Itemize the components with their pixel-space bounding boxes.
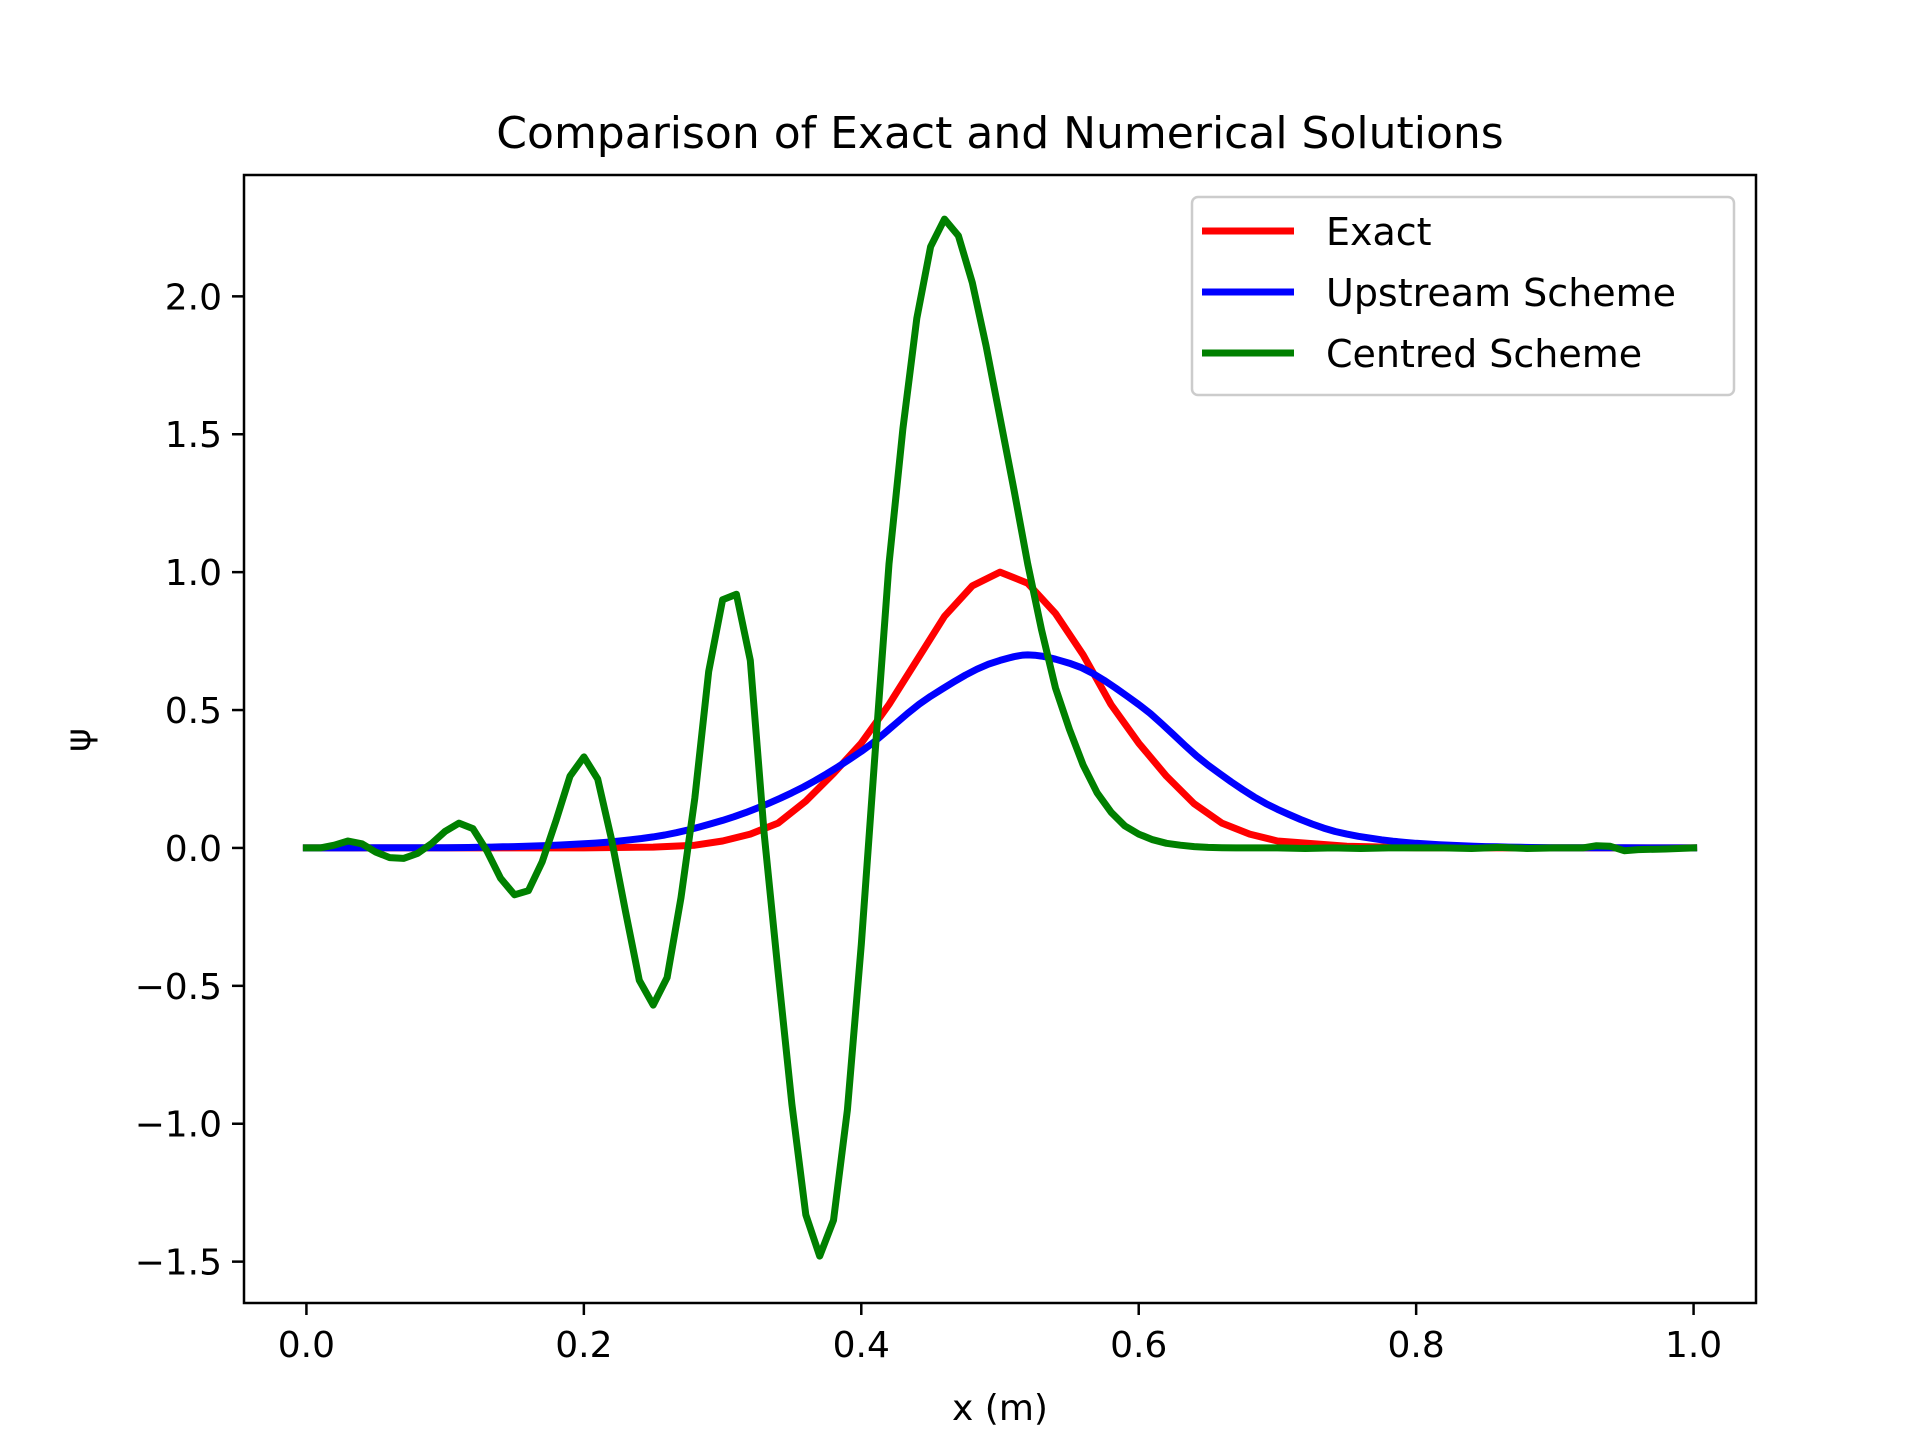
legend-label-upstream-scheme: Upstream Scheme xyxy=(1326,271,1676,315)
y-tick-label: 2.0 xyxy=(165,277,222,318)
x-tick-label: 0.4 xyxy=(833,1325,890,1366)
series-line-upstream-scheme xyxy=(302,651,1698,852)
legend-box xyxy=(1190,195,1736,397)
legend-label-exact: Exact xyxy=(1326,210,1432,254)
y-axis-label: ψ xyxy=(58,728,99,752)
y-tick-label: 1.0 xyxy=(165,553,222,594)
x-tick-label: 0.0 xyxy=(278,1325,335,1366)
plot-frame xyxy=(242,173,1758,1305)
plot-area xyxy=(302,215,1698,1260)
series-line-exact xyxy=(302,568,1698,852)
chart-title: Comparison of Exact and Numerical Soluti… xyxy=(496,108,1503,159)
x-axis-label: x (m) xyxy=(952,1388,1048,1429)
x-tick-label: 0.2 xyxy=(555,1325,612,1366)
x-tick-label: 0.8 xyxy=(1388,1325,1445,1366)
y-tick-label: 1.5 xyxy=(165,415,222,456)
y-axis: −1.5 −1.0 −0.5 0.0 0.5 1.0 1.5 2.0 xyxy=(135,277,244,1284)
x-axis: 0.0 0.2 0.4 0.6 0.8 1.0 xyxy=(278,1303,1722,1366)
y-tick-label: −1.5 xyxy=(135,1243,222,1284)
legend-label-centred-scheme: Centred Scheme xyxy=(1326,332,1642,376)
series-line-centred-scheme xyxy=(302,215,1698,1260)
y-tick-label: 0.0 xyxy=(165,829,222,870)
y-tick-label: −0.5 xyxy=(135,967,222,1008)
legend: Exact Upstream Scheme Centred Scheme xyxy=(1190,195,1736,397)
x-tick-label: 0.6 xyxy=(1110,1325,1167,1366)
y-tick-label: −1.0 xyxy=(135,1105,222,1146)
y-tick-label: 0.5 xyxy=(165,691,222,732)
x-tick-label: 1.0 xyxy=(1665,1325,1722,1366)
